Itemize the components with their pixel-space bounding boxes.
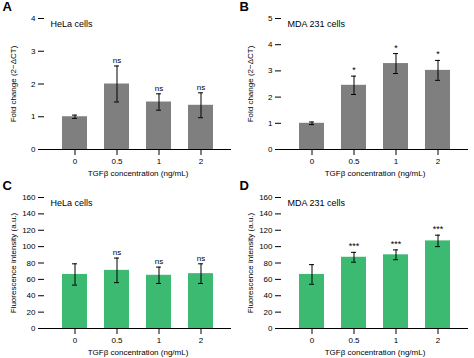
svg-text:0: 0 (31, 145, 36, 154)
svg-text:Fold change (2−ΔCT): Fold change (2−ΔCT) (246, 45, 255, 122)
svg-text:***: *** (391, 239, 402, 249)
svg-text:0: 0 (310, 336, 315, 345)
svg-text:3: 3 (268, 66, 273, 75)
svg-text:1: 1 (268, 119, 273, 128)
svg-text:0.5: 0.5 (348, 336, 360, 345)
svg-text:*: * (436, 49, 440, 59)
svg-text:ns: ns (197, 83, 205, 92)
svg-text:1: 1 (394, 336, 399, 345)
svg-text:60: 60 (27, 275, 36, 284)
svg-text:2: 2 (199, 157, 204, 166)
svg-text:1: 1 (394, 157, 399, 166)
svg-text:0: 0 (310, 157, 315, 166)
svg-text:MDA 231 cells: MDA 231 cells (288, 19, 346, 29)
svg-text:0: 0 (73, 157, 78, 166)
svg-text:40: 40 (264, 291, 273, 300)
svg-text:120: 120 (259, 226, 273, 235)
svg-text:40: 40 (27, 291, 36, 300)
svg-text:80: 80 (264, 259, 273, 268)
svg-text:TGFβ concentration (ng/mL): TGFβ concentration (ng/mL) (88, 169, 189, 178)
svg-text:0: 0 (31, 324, 36, 333)
svg-text:D: D (240, 178, 249, 193)
svg-text:80: 80 (27, 259, 36, 268)
svg-text:4: 4 (31, 14, 36, 23)
svg-text:A: A (3, 0, 13, 14)
svg-text:2: 2 (436, 157, 441, 166)
svg-text:C: C (3, 178, 13, 193)
svg-text:ns: ns (113, 248, 121, 257)
svg-text:Fluorescence intensity (a.u.): Fluorescence intensity (a.u.) (246, 212, 255, 313)
svg-text:ns: ns (113, 56, 121, 65)
svg-text:160: 160 (259, 193, 273, 202)
svg-text:HeLa cells: HeLa cells (51, 19, 94, 29)
svg-text:ns: ns (155, 84, 163, 93)
svg-text:3: 3 (31, 47, 36, 56)
svg-text:***: *** (349, 241, 360, 251)
svg-text:1: 1 (31, 112, 36, 121)
svg-text:2: 2 (31, 80, 36, 89)
svg-text:60: 60 (264, 275, 273, 284)
svg-text:0: 0 (268, 145, 273, 154)
svg-text:2: 2 (436, 336, 441, 345)
svg-text:*: * (352, 65, 356, 75)
svg-text:Fluorescence intensity (a.u.): Fluorescence intensity (a.u.) (9, 212, 18, 313)
svg-text:0.5: 0.5 (348, 157, 360, 166)
svg-text:TGFβ concentration (ng/mL): TGFβ concentration (ng/mL) (325, 348, 426, 357)
svg-text:4: 4 (268, 40, 273, 49)
svg-text:1: 1 (157, 336, 162, 345)
svg-text:2: 2 (199, 336, 204, 345)
svg-text:0.5: 0.5 (111, 157, 123, 166)
svg-text:MDA 231 cells: MDA 231 cells (288, 198, 346, 208)
svg-text:0: 0 (268, 324, 273, 333)
svg-text:Fold change (2−ΔCT): Fold change (2−ΔCT) (9, 45, 18, 122)
svg-text:2: 2 (268, 93, 273, 102)
svg-text:140: 140 (259, 209, 273, 218)
svg-text:TGFβ concentration (ng/mL): TGFβ concentration (ng/mL) (325, 169, 426, 178)
svg-text:0: 0 (73, 336, 78, 345)
svg-text:0.5: 0.5 (111, 336, 123, 345)
svg-text:20: 20 (27, 308, 36, 317)
svg-text:*: * (394, 43, 398, 53)
svg-text:***: *** (433, 224, 444, 234)
svg-text:HeLa cells: HeLa cells (51, 198, 94, 208)
svg-text:20: 20 (264, 308, 273, 317)
svg-text:5: 5 (268, 14, 273, 23)
svg-text:ns: ns (197, 254, 205, 263)
svg-text:ns: ns (155, 257, 163, 266)
svg-text:160: 160 (22, 193, 36, 202)
svg-text:120: 120 (22, 226, 36, 235)
svg-text:TGFβ concentration (ng/mL): TGFβ concentration (ng/mL) (88, 348, 189, 357)
svg-text:100: 100 (259, 242, 273, 251)
svg-text:100: 100 (22, 242, 36, 251)
svg-text:B: B (240, 0, 249, 14)
svg-text:140: 140 (22, 209, 36, 218)
svg-text:1: 1 (157, 157, 162, 166)
